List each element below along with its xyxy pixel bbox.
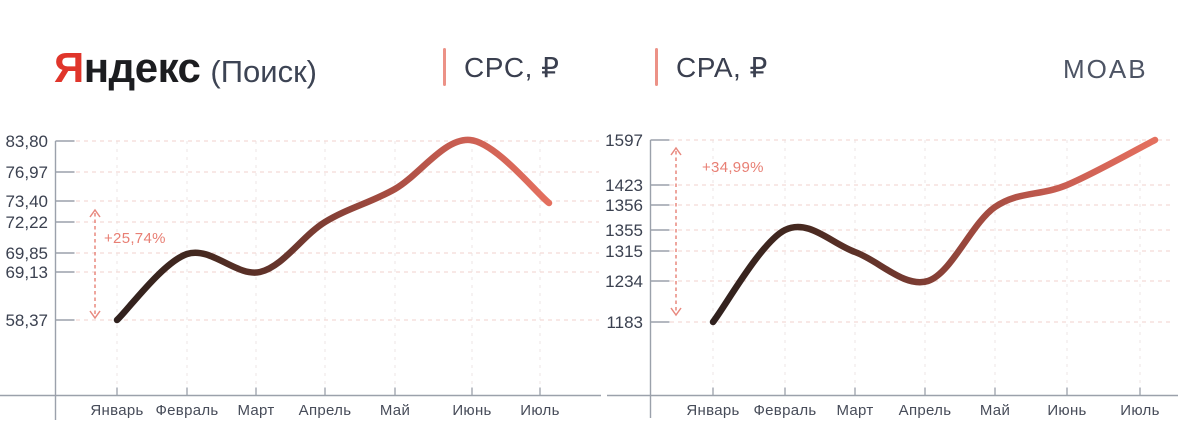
y-tick-label: 58,37	[5, 311, 48, 330]
accent-bar-icon	[443, 48, 446, 86]
arrow-up-icon	[89, 208, 101, 218]
x-tick-label: Январь	[686, 402, 739, 419]
x-tick-label: Июль	[1120, 402, 1159, 419]
y-tick-label: 1355	[605, 221, 643, 240]
accent-bar-icon	[655, 48, 658, 86]
x-tick-label: Июнь	[452, 402, 491, 419]
y-tick-label: 1597	[605, 131, 643, 150]
y-tick-label: 72,22	[5, 213, 48, 232]
y-tick-label: 73,40	[5, 192, 48, 211]
y-tick-label: 1234	[605, 272, 643, 291]
x-tick-label: Март	[237, 402, 274, 419]
x-tick-label: Май	[980, 402, 1010, 419]
growth-annotation: +34,99%	[702, 159, 764, 176]
metric-cpc-label: CPC, ₽	[464, 51, 560, 83]
trend-line	[113, 136, 553, 324]
arrow-up-icon	[670, 146, 682, 156]
x-tick-label: Январь	[90, 402, 143, 419]
x-tick-label: Май	[380, 402, 410, 419]
x-tick-label: Апрель	[899, 402, 952, 419]
y-tick-label: 76,97	[5, 163, 48, 182]
x-tick-label: Февраль	[753, 402, 816, 419]
x-tick-label: Июнь	[1047, 402, 1086, 419]
y-tick-label: 1183	[606, 313, 643, 332]
x-tick-label: Июль	[520, 402, 559, 419]
metric-cpa: CPA, ₽	[655, 48, 768, 86]
arrow-down-icon	[89, 310, 101, 320]
brand-name: ндекс	[83, 44, 201, 91]
y-tick-label: 1356	[605, 196, 643, 215]
y-tick-label: 1423	[605, 176, 643, 195]
arrow-down-icon	[670, 307, 682, 317]
metric-cpa-label: CPA, ₽	[676, 51, 768, 83]
brand-suffix: (Поиск)	[210, 54, 317, 89]
growth-annotation: +25,74%	[104, 230, 166, 247]
y-tick-label: 83,80	[5, 132, 48, 151]
trend-line	[709, 136, 1159, 326]
x-tick-label: Февраль	[155, 402, 218, 419]
x-tick-label: Март	[836, 402, 873, 419]
metric-cpc: CPC, ₽	[443, 48, 560, 86]
y-tick-label: 69,13	[5, 263, 48, 282]
y-tick-label: 1315	[605, 242, 643, 261]
x-tick-label: Апрель	[299, 402, 352, 419]
brand-letter: Я	[54, 44, 84, 91]
watermark-moab: MOAB	[1063, 54, 1148, 84]
y-tick-label: 69,85	[5, 244, 48, 263]
